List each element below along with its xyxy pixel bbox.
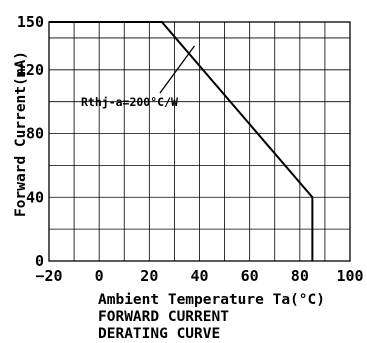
plot-frame bbox=[48, 21, 351, 262]
x-tick-label: −20 bbox=[35, 267, 62, 285]
x-tick-label: 80 bbox=[291, 267, 309, 285]
derating-curve bbox=[49, 21, 314, 261]
grid bbox=[49, 22, 350, 261]
x-tick-label: 20 bbox=[140, 267, 158, 285]
y-tick-label: 120 bbox=[17, 61, 44, 79]
x-tick-label: 60 bbox=[241, 267, 259, 285]
y-tick-label: 0 bbox=[35, 252, 44, 270]
thermal-resistance-annotation: Rthj-a=200°C/W bbox=[81, 95, 178, 109]
chart-title-line-1: FORWARD CURRENT bbox=[98, 309, 229, 325]
x-axis-label: Ambient Temperature Ta(°C) bbox=[98, 292, 325, 308]
y-tick-label: 150 bbox=[17, 13, 44, 31]
x-tick-label: 100 bbox=[336, 267, 363, 285]
x-tick-label: 0 bbox=[95, 267, 104, 285]
y-tick-label: 40 bbox=[26, 188, 44, 206]
annotation-leader-line bbox=[159, 45, 196, 94]
series bbox=[49, 21, 314, 261]
x-tick-label: 40 bbox=[190, 267, 208, 285]
chart-title-line-2: DERATING CURVE bbox=[98, 326, 220, 342]
y-axis-label: Forward Current(mA) bbox=[13, 51, 29, 217]
y-tick-label: 80 bbox=[26, 125, 44, 143]
